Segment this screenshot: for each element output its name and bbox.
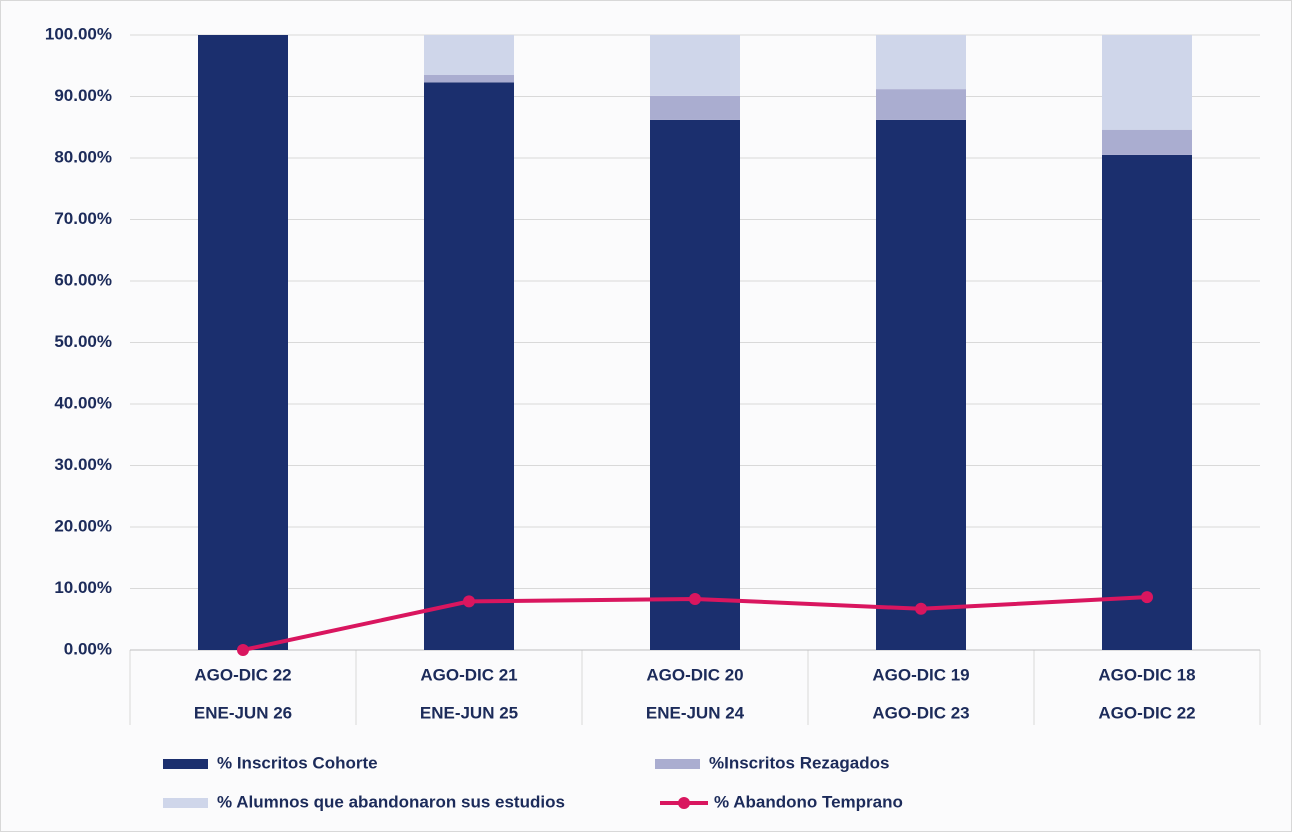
bar-segment (1102, 129, 1192, 155)
y-tick-label: 40.00% (54, 393, 112, 412)
x-tick-label: ENE-JUN 24 (646, 703, 745, 722)
legend-label: % Abandono Temprano (714, 792, 903, 811)
line-marker (463, 595, 475, 608)
x-tick-label: ENE-JUN 26 (194, 703, 292, 722)
y-tick-label: 100.00% (45, 24, 112, 43)
x-tick-label: AGO-DIC 22 (1098, 703, 1195, 722)
legend-swatch (163, 759, 208, 769)
y-tick-label: 60.00% (54, 270, 112, 289)
bar-segment (876, 119, 966, 651)
y-tick-label: 0.00% (64, 639, 112, 658)
legend-swatch (163, 798, 208, 808)
x-tick-label: AGO-DIC 19 (872, 665, 969, 684)
legend-label: % Inscritos Cohorte (217, 753, 378, 772)
bar-segment (424, 35, 514, 75)
bar-segment (876, 35, 966, 90)
bar-segment (650, 35, 740, 96)
x-tick-label: AGO-DIC 21 (420, 665, 517, 684)
bar-segment (876, 89, 966, 120)
bar-segment (424, 74, 514, 83)
x-tick-label: AGO-DIC 23 (872, 703, 969, 722)
line-marker (915, 602, 927, 615)
line-marker (237, 644, 249, 656)
bar-segment (1102, 154, 1192, 651)
y-tick-label: 70.00% (54, 209, 112, 228)
legend-label: %Inscritos Rezagados (709, 753, 889, 772)
bar-segment (424, 82, 514, 651)
y-tick-label: 30.00% (54, 455, 112, 474)
y-tick-label: 20.00% (54, 516, 112, 535)
bar-segment (1102, 35, 1192, 130)
y-tick-label: 80.00% (54, 147, 112, 166)
bar-segment (650, 95, 740, 120)
x-tick-label: AGO-DIC 20 (646, 665, 743, 684)
x-tick-label: AGO-DIC 18 (1098, 665, 1195, 684)
bar-segment (650, 119, 740, 651)
y-tick-label: 50.00% (54, 332, 112, 351)
line-marker (1141, 591, 1153, 604)
y-tick-label: 10.00% (54, 578, 112, 597)
legend-swatch (678, 797, 690, 809)
bar-segment (198, 35, 288, 650)
legend-label: % Alumnos que abandonaron sus estudios (217, 792, 565, 811)
x-tick-label: AGO-DIC 22 (194, 665, 291, 684)
line-marker (689, 592, 701, 605)
y-tick-label: 90.00% (54, 86, 112, 105)
x-tick-label: ENE-JUN 25 (420, 703, 518, 722)
legend-swatch (655, 759, 700, 769)
